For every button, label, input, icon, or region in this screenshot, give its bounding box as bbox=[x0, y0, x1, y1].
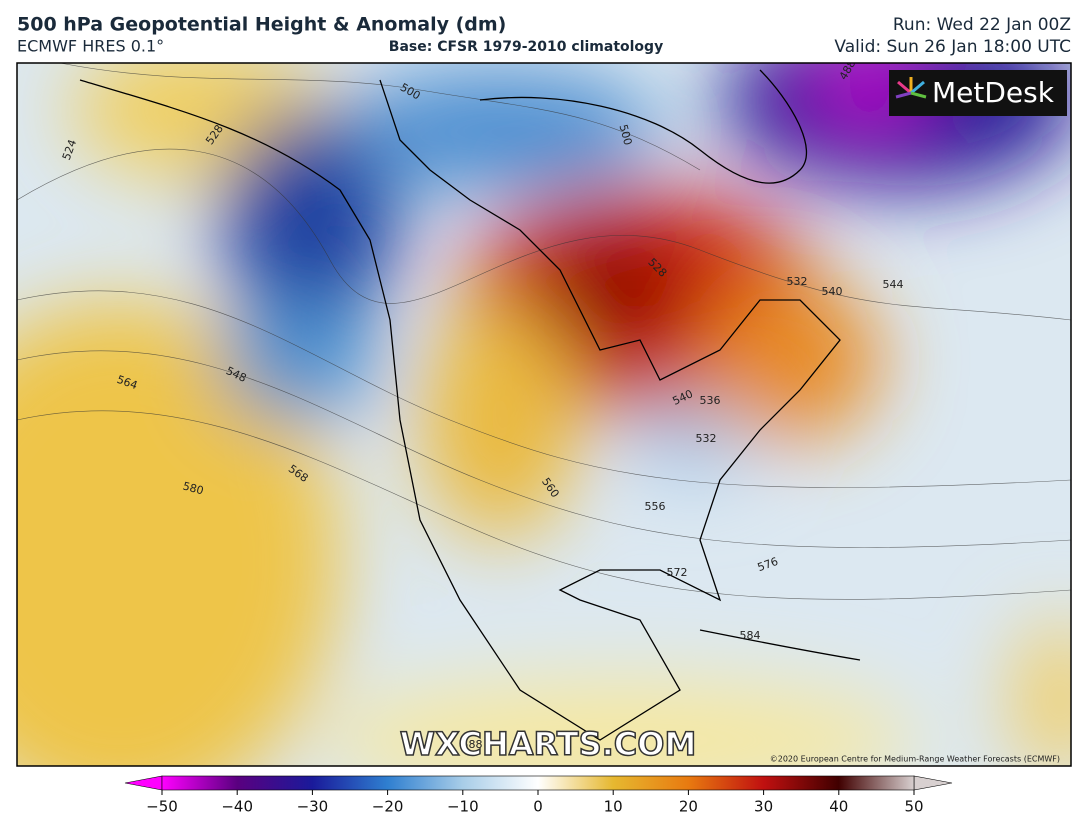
contour-label: 556 bbox=[645, 500, 666, 513]
colorbar-tick-label: −40 bbox=[221, 798, 253, 816]
contour-label: 532 bbox=[696, 432, 717, 445]
contour-label: 532 bbox=[787, 275, 808, 288]
colorbar bbox=[161, 775, 915, 791]
base: Base: CFSR 1979-2010 climatology bbox=[389, 39, 663, 55]
logo-icon bbox=[895, 77, 927, 99]
contour-label: 544 bbox=[883, 278, 904, 291]
colorbar-tick-label: −10 bbox=[447, 798, 479, 816]
contour-label: 540 bbox=[822, 285, 843, 298]
colorbar-tick-label: 30 bbox=[754, 798, 773, 816]
contour-label: 588 bbox=[462, 738, 483, 751]
contour-label: 536 bbox=[700, 394, 721, 407]
colorbar-tick-label: 0 bbox=[533, 798, 543, 816]
colorbar-tick-label: 10 bbox=[604, 798, 623, 816]
map-frame bbox=[16, 62, 1072, 767]
colorbar-tick-label: −30 bbox=[297, 798, 329, 816]
colorbar-tick-label: 20 bbox=[679, 798, 698, 816]
colorbar-ticks: −50 −40 −30 −20 −10 0 10 20 30 40 50 bbox=[146, 790, 924, 816]
contour-label: 584 bbox=[740, 629, 761, 642]
copyright: ©2020 European Centre for Medium-Range W… bbox=[770, 755, 1060, 764]
colorbar-tick-label: 50 bbox=[904, 798, 923, 816]
colorbar-tick-label: −50 bbox=[146, 798, 178, 816]
valid: Valid: Sun 26 Jan 18:00 UTC bbox=[834, 37, 1071, 57]
logo-box bbox=[889, 70, 1067, 116]
map: 524 528 500 500 488 528 532 540 544 564 … bbox=[17, 63, 1071, 766]
colorbar-max-arrow bbox=[913, 775, 953, 791]
watermark: WXCHARTS.COM bbox=[400, 725, 697, 763]
title: 500 hPa Geopotential Height & Anomaly (d… bbox=[17, 14, 506, 36]
contour-label: 500 bbox=[616, 123, 634, 147]
colorbar-tick-label: −20 bbox=[372, 798, 404, 816]
contour-label: 572 bbox=[667, 566, 688, 579]
colorbar-min-arrow bbox=[124, 775, 163, 791]
model: ECMWF HRES 0.1° bbox=[17, 37, 164, 56]
contour-label: 580 bbox=[181, 480, 205, 498]
run: Run: Wed 22 Jan 00Z bbox=[893, 15, 1071, 35]
colorbar-tick-label: 40 bbox=[829, 798, 848, 816]
logo: MetDesk bbox=[932, 76, 1055, 109]
